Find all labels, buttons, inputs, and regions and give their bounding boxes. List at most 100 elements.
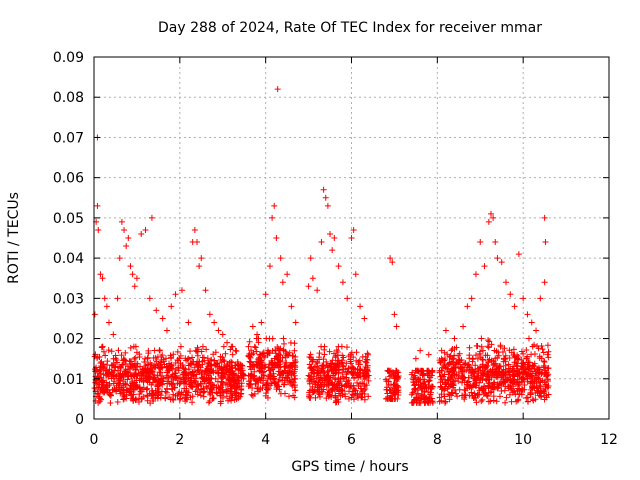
data-point: [519, 386, 526, 393]
data-point: [156, 347, 163, 354]
data-point: [219, 381, 226, 388]
data-point: [275, 376, 282, 383]
data-point: [537, 393, 544, 400]
data-point: [172, 291, 179, 298]
data-point: [363, 356, 370, 363]
data-point: [185, 319, 192, 326]
data-point: [410, 389, 417, 396]
data-point: [110, 331, 117, 338]
data-point: [545, 391, 552, 398]
data-point: [215, 327, 222, 334]
data-point: [110, 372, 117, 379]
data-point: [306, 394, 313, 401]
data-point: [493, 398, 500, 405]
data-point: [541, 358, 548, 365]
data-point: [306, 353, 313, 360]
data-point: [449, 356, 456, 363]
data-point: [131, 362, 138, 369]
data-point: [501, 345, 508, 352]
data-point: [131, 371, 138, 378]
data-point: [97, 271, 104, 278]
data-point: [353, 357, 360, 364]
data-point: [277, 358, 284, 365]
data-point: [255, 388, 262, 395]
data-point: [426, 395, 433, 402]
data-point: [269, 347, 276, 354]
x-tick-label: 4: [261, 432, 270, 448]
data-point: [126, 389, 133, 396]
data-point: [352, 366, 359, 373]
data-point: [483, 362, 490, 369]
data-point: [271, 362, 278, 369]
data-point: [472, 375, 479, 382]
data-point: [320, 381, 327, 388]
data-point: [311, 370, 318, 377]
data-point: [317, 379, 324, 386]
data-point: [292, 319, 299, 326]
data-point: [329, 247, 336, 254]
data-point: [216, 363, 223, 370]
data-point: [345, 353, 352, 360]
data-point: [455, 375, 462, 382]
data-point: [437, 373, 444, 380]
data-point: [217, 353, 224, 360]
data-point: [437, 383, 444, 390]
data-point: [348, 235, 355, 241]
data-point: [121, 393, 128, 400]
data-point: [312, 394, 319, 401]
data-point: [511, 353, 518, 360]
data-point: [205, 375, 212, 382]
data-point: [452, 364, 459, 371]
data-point: [340, 366, 347, 373]
data-point: [153, 307, 160, 314]
data-point: [513, 398, 520, 405]
data-point: [529, 396, 536, 403]
data-point: [338, 359, 345, 366]
data-point: [420, 381, 427, 388]
data-point: [137, 363, 144, 370]
data-point: [209, 381, 216, 388]
data-point: [392, 384, 399, 391]
data-point: [325, 372, 332, 379]
data-point: [224, 339, 231, 346]
data-point: [232, 347, 239, 354]
data-point: [202, 378, 209, 385]
data-point: [218, 359, 225, 365]
data-point: [259, 369, 266, 376]
data-point: [187, 381, 194, 388]
data-point: [144, 355, 151, 362]
data-point: [106, 319, 113, 326]
data-point: [324, 202, 331, 209]
data-point: [137, 375, 144, 382]
data-point: [491, 360, 498, 367]
data-point: [222, 350, 229, 357]
data-point: [541, 379, 548, 386]
data-point: [202, 287, 209, 294]
y-axis-label: ROTI / TECUs: [6, 192, 22, 284]
data-point: [524, 311, 531, 318]
data-point: [336, 386, 343, 393]
data-point: [352, 271, 359, 278]
data-point: [438, 397, 445, 404]
data-point: [317, 374, 324, 381]
data-point: [196, 263, 203, 270]
data-point: [131, 386, 138, 393]
data-point: [500, 372, 507, 379]
data-point: [309, 367, 316, 374]
data-point: [112, 363, 119, 370]
data-point: [124, 376, 131, 383]
data-point: [176, 396, 183, 403]
data-point: [209, 395, 216, 402]
data-point: [148, 392, 155, 399]
data-point: [251, 343, 258, 350]
data-point: [335, 263, 342, 270]
data-point: [387, 255, 394, 262]
chart-title: Day 288 of 2024, Rate Of TEC Index for r…: [158, 20, 542, 36]
data-point: [223, 380, 230, 387]
data-point: [91, 353, 98, 360]
data-point: [351, 387, 358, 394]
data-point: [485, 368, 492, 375]
data-point: [200, 389, 207, 396]
data-point: [308, 363, 315, 370]
data-point: [314, 360, 321, 367]
